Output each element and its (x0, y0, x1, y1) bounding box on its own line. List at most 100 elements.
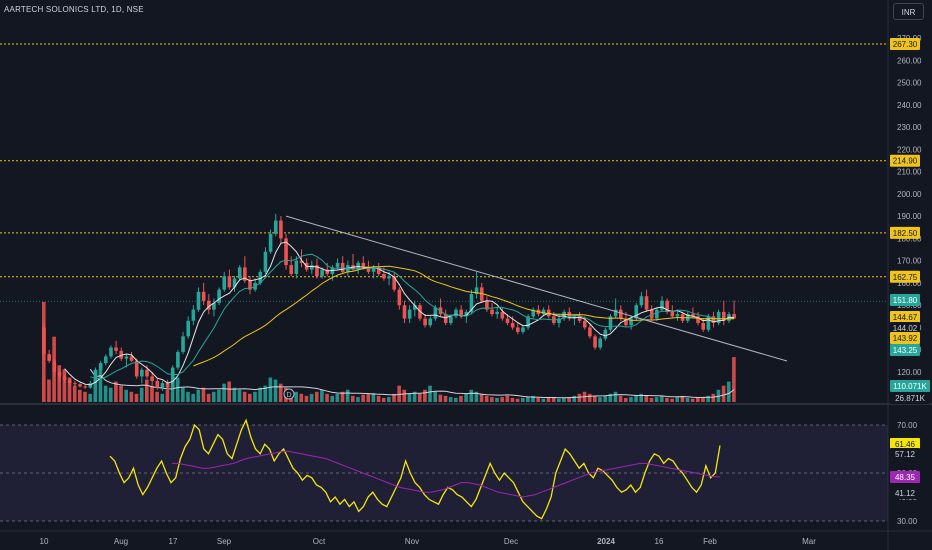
candle-body (279, 220, 283, 239)
volume-bar (479, 393, 484, 402)
candle-body (62, 376, 67, 380)
candle-body (619, 309, 623, 319)
candle-body (649, 309, 654, 319)
price-tick-label: 160.00 (897, 279, 922, 288)
candle-body (243, 267, 247, 281)
volume-bar (103, 385, 108, 402)
price-badge (890, 344, 920, 356)
price-badge (890, 294, 920, 306)
candle-body (629, 318, 633, 326)
price-tick-label: 260.00 (897, 56, 922, 65)
volume-bar (603, 395, 607, 402)
rsi-badge-label: 61.46 (895, 440, 916, 449)
volume-bar (629, 397, 633, 402)
volume-bar (711, 393, 716, 402)
candle-body (557, 318, 561, 324)
volume-bar (639, 393, 643, 402)
candle-body (464, 311, 469, 317)
candle-body (428, 318, 433, 326)
volume-bar (696, 397, 700, 402)
rsi-badge-label: 57.12 (895, 450, 916, 459)
candle-body (150, 376, 154, 381)
volume-bar (206, 393, 211, 402)
candle-body (299, 260, 304, 263)
candle-body (222, 276, 227, 290)
candle-body (413, 305, 417, 310)
time-tick-label: 10 (40, 537, 49, 546)
volume-bar (505, 395, 510, 402)
volume-bar (495, 397, 499, 402)
volume-bar (593, 395, 597, 402)
volume-bar (454, 397, 458, 402)
candle-body (407, 309, 412, 319)
candle-body (258, 271, 263, 283)
candle-body (495, 311, 499, 315)
candle-body (613, 309, 618, 317)
candle-body (201, 291, 206, 301)
level-badge-label: 182.50 (893, 229, 918, 238)
candle-body (170, 367, 175, 388)
level-badge-label: 267.30 (893, 40, 918, 49)
candle-body (582, 320, 587, 328)
volume-bar (93, 377, 98, 402)
candle-body (716, 311, 721, 324)
candle-body (207, 300, 211, 310)
price-badge-label: 143.92 (893, 334, 918, 343)
candle-body (608, 316, 613, 330)
candle-body (273, 220, 278, 234)
volume-bar (721, 385, 726, 402)
volume-bar (155, 391, 159, 402)
candle-body (155, 380, 160, 388)
volume-bar (242, 391, 247, 402)
candle-body (644, 296, 649, 310)
time-tick-label: Oct (313, 537, 326, 546)
currency-button[interactable]: INR (893, 3, 924, 20)
candle-body (675, 314, 680, 317)
candle-body (114, 347, 118, 351)
volume-bar (469, 389, 474, 402)
volume-bar (150, 385, 154, 402)
volume-bar (134, 393, 139, 402)
volume-bar (660, 395, 664, 402)
volume-bar (145, 379, 149, 402)
volume-bar (557, 398, 561, 402)
candle-body (57, 372, 62, 377)
price-tick-label: 250.00 (897, 79, 922, 88)
volume-bar (335, 393, 340, 402)
volume-bar (273, 379, 278, 402)
volume-bar (464, 393, 468, 402)
rsi-badge-label: 48.35 (895, 473, 916, 482)
level-badge (890, 270, 920, 283)
volume-bar (201, 387, 206, 402)
volume-bar (562, 397, 566, 402)
volume-bar (392, 393, 396, 402)
candle-body (371, 267, 376, 272)
volume-bar (165, 389, 170, 402)
candle-body (402, 305, 407, 319)
trendline[interactable] (285, 215, 788, 362)
volume-bar (381, 397, 386, 402)
candle-body (505, 318, 510, 324)
volume-bar (531, 395, 535, 402)
volume-bar (278, 383, 283, 402)
volume-bar (572, 395, 577, 402)
volume-bar (124, 389, 128, 402)
volume-bar (520, 397, 525, 402)
volume-badge-label: 26.871K (895, 394, 925, 403)
volume-bar (186, 391, 190, 402)
volume-bar (268, 377, 273, 402)
level-badge-label: 162.75 (893, 273, 918, 282)
candle-body (423, 318, 427, 326)
volume-bar (680, 395, 685, 402)
candle-body (474, 287, 479, 295)
candle-body (98, 363, 103, 370)
candle-body (454, 309, 458, 317)
candle-body (634, 305, 639, 319)
candle-body (196, 291, 201, 310)
candle-body (603, 329, 608, 339)
volume-bar (685, 397, 690, 402)
volume-bar (320, 389, 324, 402)
volume-bar (181, 387, 185, 402)
level-badge-label: 214.90 (893, 157, 918, 166)
